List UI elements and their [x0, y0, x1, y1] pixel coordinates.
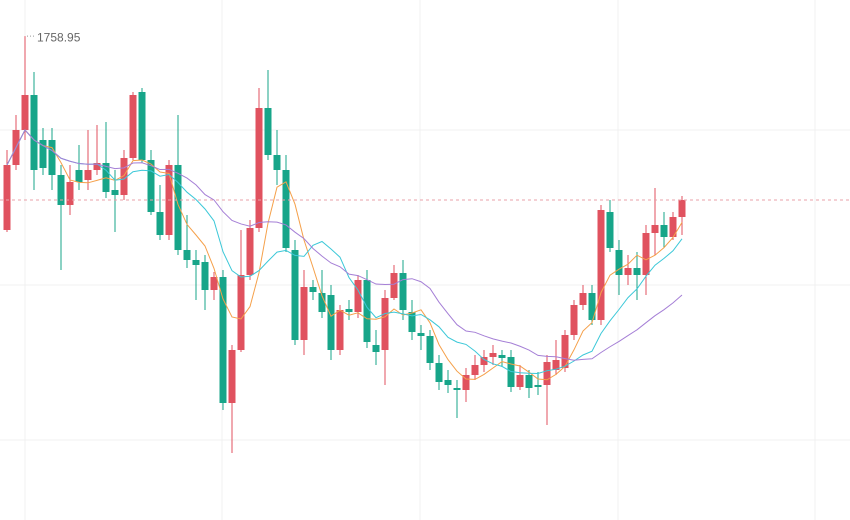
candle-body — [183, 250, 191, 260]
candle-body — [633, 268, 641, 275]
candle-body — [228, 350, 236, 403]
candle-body — [561, 335, 569, 368]
candle-body — [390, 273, 398, 298]
candle-body — [534, 385, 542, 387]
candle-body — [66, 182, 74, 205]
candle-body — [480, 357, 488, 365]
candle-body — [399, 273, 407, 310]
candle-body — [426, 336, 434, 363]
candle-body — [30, 95, 38, 170]
candle-body — [579, 293, 587, 305]
candle-body — [129, 95, 137, 158]
moving-average — [6, 129, 683, 381]
candle-body — [606, 212, 614, 248]
candle-body — [210, 277, 218, 290]
candle-body — [237, 275, 245, 350]
candle-body — [264, 108, 272, 155]
moving-average — [6, 129, 683, 375]
candle-body — [120, 158, 128, 195]
candle-body — [327, 295, 335, 350]
candle-body — [381, 298, 389, 350]
candle-body — [201, 262, 209, 290]
candle-body — [282, 170, 290, 248]
candle-body — [219, 277, 227, 403]
candle-body — [57, 175, 65, 205]
candle-body — [273, 155, 281, 170]
candle-body — [3, 165, 11, 230]
candle-body — [552, 360, 560, 370]
candle-body — [345, 309, 353, 312]
candle-body — [363, 280, 371, 342]
candle-body — [588, 293, 596, 320]
candle-body — [453, 388, 461, 390]
candle-body — [192, 260, 200, 265]
candle-body — [246, 228, 254, 275]
candle-body — [570, 305, 578, 335]
candle-body — [444, 380, 452, 385]
candle-body — [498, 355, 506, 358]
candle-body — [669, 217, 677, 237]
annotation-label: 1758.95 — [37, 30, 81, 44]
candle-body — [75, 170, 83, 182]
candle-body — [300, 287, 308, 340]
candle-body — [651, 225, 659, 233]
candle-body — [174, 165, 182, 250]
candle-body — [543, 362, 551, 385]
candle-body — [615, 250, 623, 275]
candle-body — [624, 268, 632, 275]
candle-body — [21, 95, 29, 130]
candle-body — [408, 312, 416, 332]
candle-body — [660, 225, 668, 237]
candle-body — [354, 280, 362, 312]
candle-body — [39, 140, 47, 168]
candle-body — [462, 375, 470, 390]
candle-body — [138, 92, 146, 160]
candle-body — [111, 190, 119, 195]
candle-body — [93, 163, 101, 170]
candle-body — [516, 375, 524, 387]
candle-body — [417, 333, 425, 336]
candle-body — [318, 293, 326, 312]
candle-body — [255, 108, 263, 228]
candle-body — [435, 363, 443, 382]
candle-body — [489, 353, 497, 357]
candle-body — [642, 233, 650, 275]
candle-body — [156, 212, 164, 235]
candle-body — [372, 345, 380, 352]
moving-average — [6, 129, 683, 361]
candle-body — [291, 250, 299, 340]
candle-body — [678, 200, 686, 217]
candle-body — [309, 287, 317, 292]
candle-body — [147, 160, 155, 212]
candle-body — [597, 210, 605, 320]
candle-body — [336, 310, 344, 350]
candle-body — [471, 365, 479, 375]
candle-body — [84, 170, 92, 180]
candle-body — [48, 140, 56, 175]
candle-body — [525, 375, 533, 388]
